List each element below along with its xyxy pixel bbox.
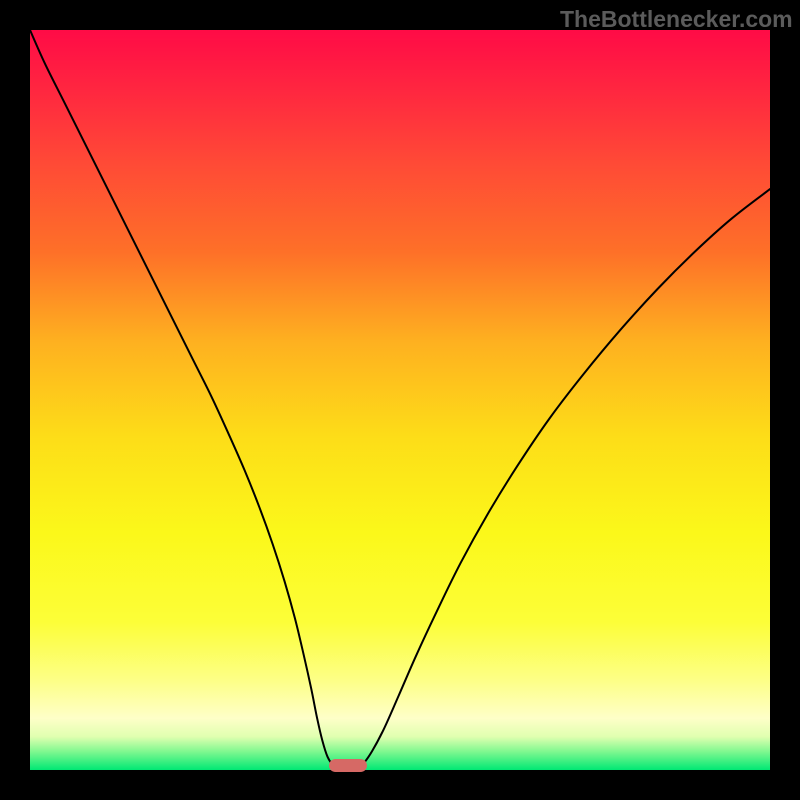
watermark-text: TheBottlenecker.com — [560, 6, 793, 33]
dip-marker — [329, 759, 367, 772]
gradient-background — [30, 30, 770, 770]
plot-area — [30, 30, 770, 770]
plot-svg — [30, 30, 770, 770]
